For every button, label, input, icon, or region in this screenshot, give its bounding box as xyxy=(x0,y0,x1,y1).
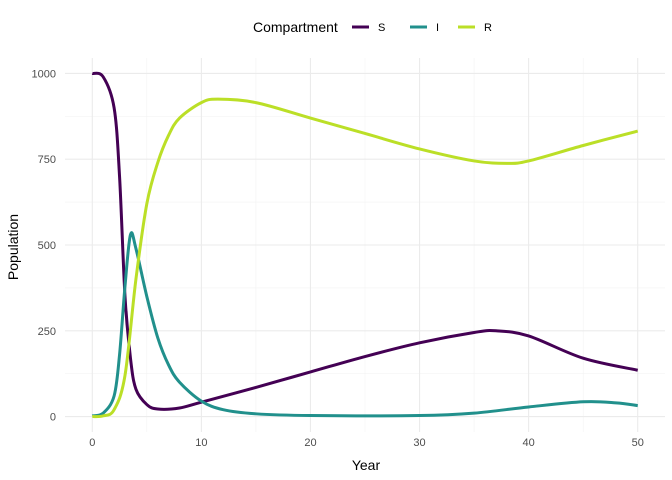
x-axis-label: Year xyxy=(352,457,381,473)
x-tick-label: 30 xyxy=(413,437,425,449)
x-tick-label: 50 xyxy=(632,437,644,449)
series-line-R xyxy=(92,97,639,419)
legend-label-S: S xyxy=(378,22,385,34)
tick-labels: 0 250 500 750 1000 0 10 20 30 40 50 xyxy=(32,68,644,449)
y-axis-label: Population xyxy=(5,214,21,280)
y-tick-label: 1000 xyxy=(32,68,56,80)
legend-title: Compartment xyxy=(253,19,338,35)
x-tick-label: 10 xyxy=(195,437,207,449)
y-tick-label: 500 xyxy=(38,240,56,252)
grid xyxy=(65,58,665,432)
y-tick-label: 0 xyxy=(50,412,56,424)
y-tick-label: 750 xyxy=(38,154,56,166)
y-tick-label: 250 xyxy=(38,326,56,338)
legend-label-I: I xyxy=(436,22,439,34)
series-line-I xyxy=(91,231,638,418)
series-lines xyxy=(91,71,639,419)
x-tick-label: 40 xyxy=(523,437,535,449)
x-tick-label: 0 xyxy=(89,437,95,449)
legend-label-R: R xyxy=(484,22,492,34)
x-tick-label: 20 xyxy=(304,437,316,449)
legend: Compartment S I R xyxy=(253,19,492,35)
series-line-S xyxy=(91,71,639,411)
